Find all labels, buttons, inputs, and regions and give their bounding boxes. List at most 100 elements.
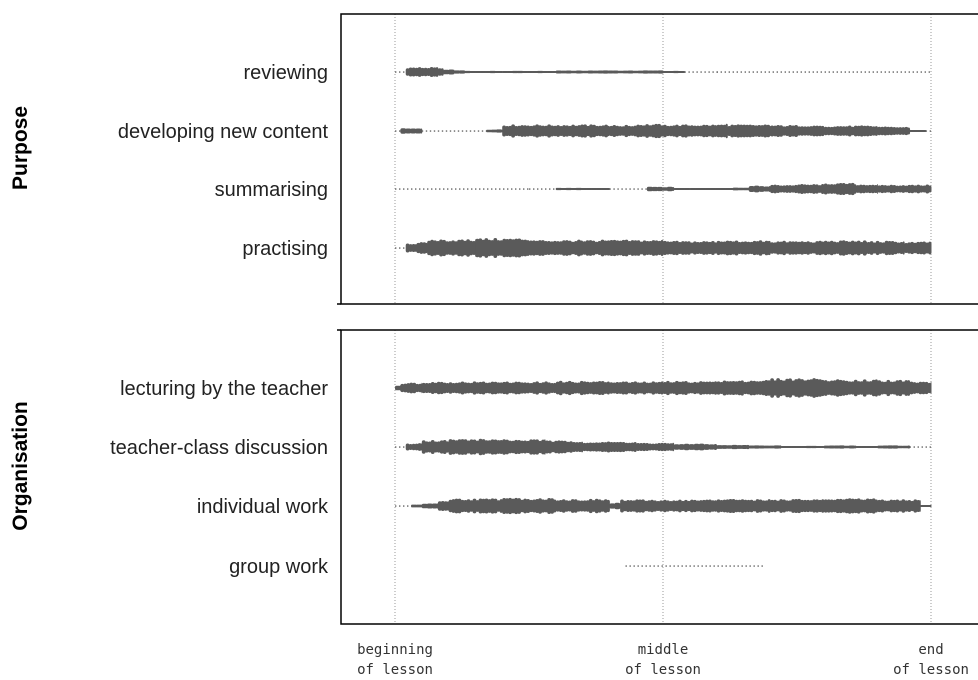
band-bead xyxy=(654,240,659,256)
trace-dot xyxy=(709,565,711,567)
band-bead xyxy=(520,239,525,257)
band-bead xyxy=(601,125,605,137)
band-bead xyxy=(748,124,753,138)
band-bead xyxy=(414,244,417,252)
band-bead xyxy=(618,382,623,394)
band-bead xyxy=(496,500,501,512)
band-bead xyxy=(853,184,857,194)
trace-dot xyxy=(495,188,497,190)
band-bead xyxy=(430,239,434,257)
band-bead xyxy=(630,442,635,452)
band-bead xyxy=(731,444,738,450)
panel-frame-0 xyxy=(340,13,978,305)
band-bead xyxy=(490,498,495,514)
trace-dot xyxy=(692,71,694,73)
trace-dot xyxy=(455,188,457,190)
band-bead xyxy=(856,125,861,137)
band-bead xyxy=(821,241,825,255)
band-bead xyxy=(821,184,825,194)
band-bead xyxy=(454,241,458,255)
band-bead xyxy=(505,498,509,514)
trace-dot xyxy=(717,565,719,567)
band-bead xyxy=(748,185,755,193)
band-bead xyxy=(708,444,715,450)
band-bead xyxy=(481,439,486,455)
band-bead xyxy=(737,380,742,396)
trace-dot xyxy=(796,71,798,73)
band-bead xyxy=(484,498,489,514)
band-bead xyxy=(856,498,861,514)
trace-dot xyxy=(828,71,830,73)
band-bead xyxy=(433,240,437,256)
trace-dot xyxy=(441,130,444,132)
band-bead xyxy=(806,499,810,513)
band-bead xyxy=(918,381,923,395)
band-bead xyxy=(432,67,437,77)
band-bead xyxy=(758,186,765,192)
band-bead xyxy=(595,188,602,190)
band-bead xyxy=(538,240,542,256)
trace-dot xyxy=(760,71,762,73)
band-bead xyxy=(920,505,927,507)
band-bead xyxy=(794,379,798,397)
band-bead xyxy=(538,125,542,137)
band-bead xyxy=(517,498,521,514)
band-bead xyxy=(445,441,450,453)
band-bead xyxy=(466,440,471,454)
band-bead xyxy=(828,445,835,449)
band-bead xyxy=(429,66,434,78)
band-bead xyxy=(578,441,582,453)
band-bead xyxy=(815,241,819,255)
band-bead xyxy=(405,243,410,253)
series-row-0-1 xyxy=(395,123,932,139)
band-bead xyxy=(779,241,783,255)
band-bead xyxy=(520,499,524,513)
band-bead xyxy=(776,500,780,512)
band-bead xyxy=(600,442,605,452)
band-bead xyxy=(585,442,590,452)
band-bead xyxy=(847,125,852,137)
band-bead xyxy=(491,129,497,133)
band-bead xyxy=(442,382,447,394)
band-bead xyxy=(728,240,733,256)
band-bead xyxy=(612,441,617,453)
band-bead xyxy=(901,381,906,395)
band-bead xyxy=(618,126,623,136)
band-bead xyxy=(642,240,647,256)
band-bead xyxy=(481,239,486,257)
band-bead xyxy=(595,125,599,137)
band-bead xyxy=(669,241,673,255)
trace-dot xyxy=(860,71,862,73)
band-bead xyxy=(550,241,554,255)
band-bead xyxy=(526,240,530,256)
band-bead xyxy=(505,239,510,257)
band-bead xyxy=(645,442,649,452)
band-bead xyxy=(742,187,749,191)
band-bead xyxy=(877,499,882,513)
trace-dot xyxy=(433,130,436,132)
band-bead xyxy=(739,124,744,138)
trace-dot xyxy=(892,71,894,73)
band-bead xyxy=(758,240,763,256)
band-bead xyxy=(592,70,599,74)
band-bead xyxy=(797,126,801,136)
band-bead xyxy=(916,184,921,194)
band-bead xyxy=(427,441,432,453)
band-bead xyxy=(746,444,750,450)
band-bead xyxy=(889,184,894,194)
band-bead xyxy=(865,125,870,137)
band-bead xyxy=(472,439,477,455)
band-bead xyxy=(606,381,610,395)
band-bead xyxy=(722,241,727,255)
band-bead xyxy=(779,499,783,513)
trace-dot xyxy=(856,71,858,73)
trace-dot xyxy=(399,446,401,448)
band-bead xyxy=(892,184,897,194)
band-bead xyxy=(627,442,632,452)
trace-dot xyxy=(733,565,735,567)
band-bead xyxy=(469,71,476,73)
band-bead xyxy=(615,441,620,453)
band-bead xyxy=(913,185,918,193)
trace-dot xyxy=(732,71,734,73)
band-bead xyxy=(910,500,915,512)
